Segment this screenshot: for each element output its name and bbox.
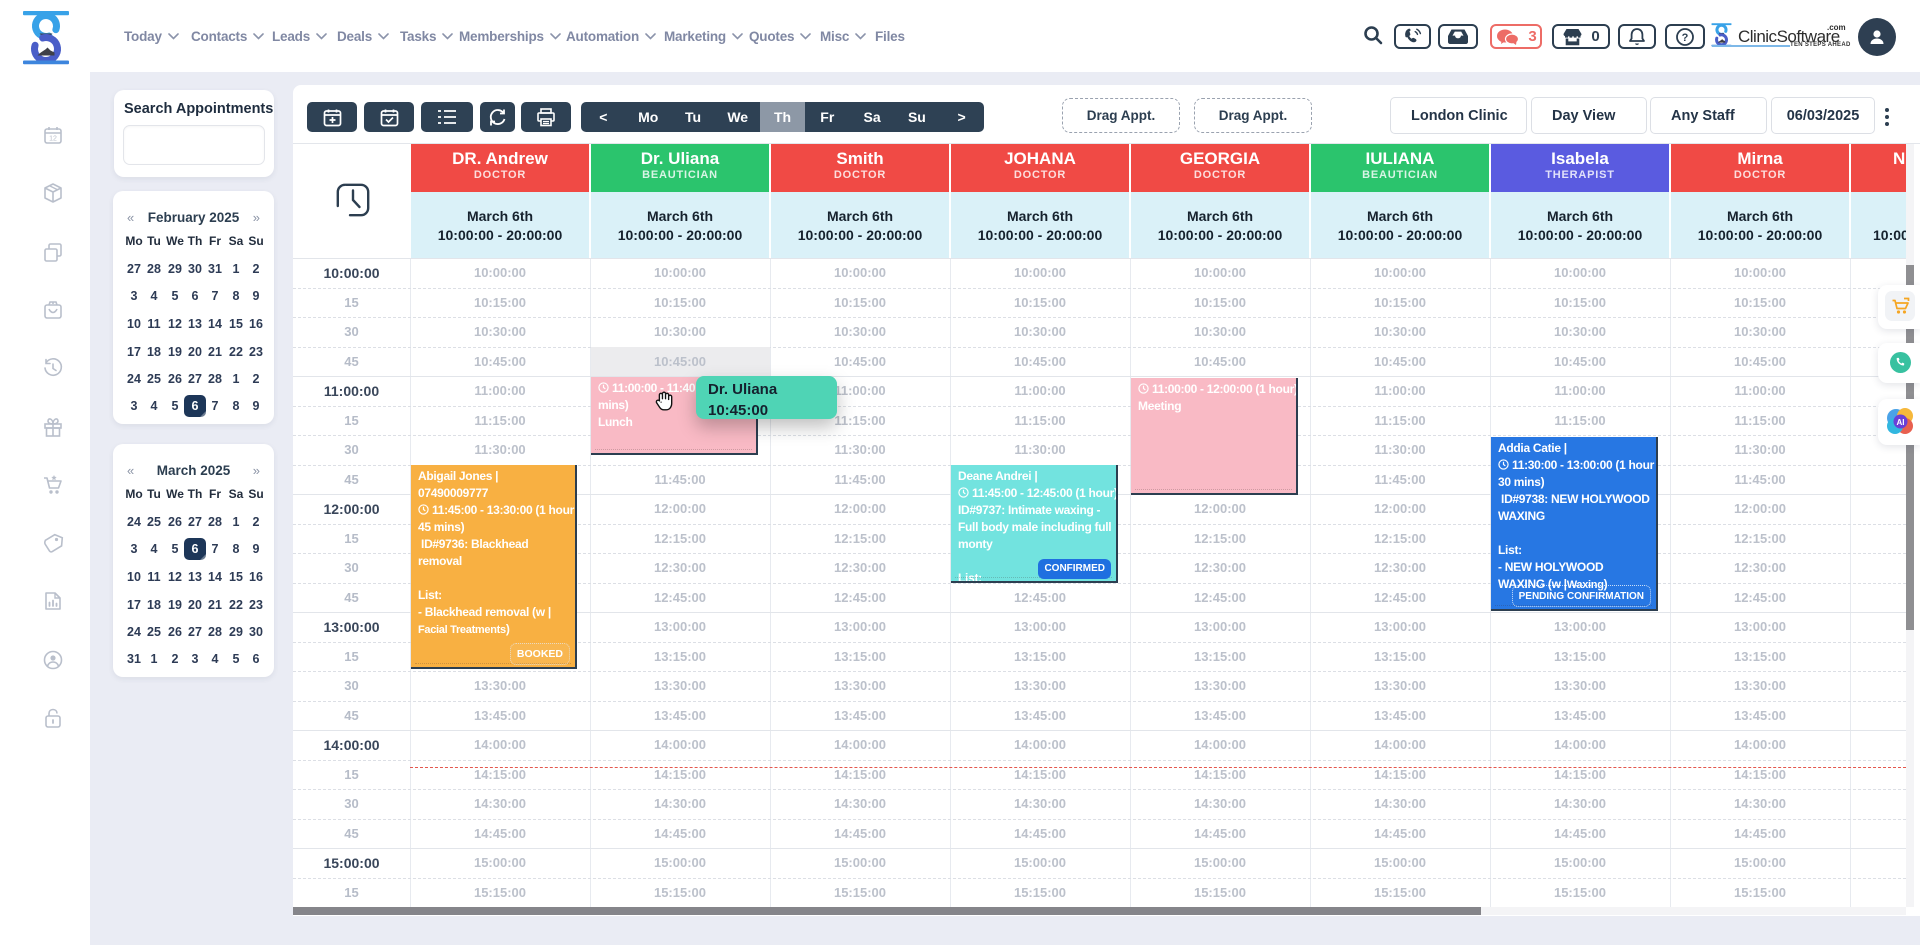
svg-text:?: ? <box>1682 32 1689 44</box>
svg-text:12: 12 <box>49 136 57 143</box>
svg-text:AI: AI <box>1897 418 1905 427</box>
